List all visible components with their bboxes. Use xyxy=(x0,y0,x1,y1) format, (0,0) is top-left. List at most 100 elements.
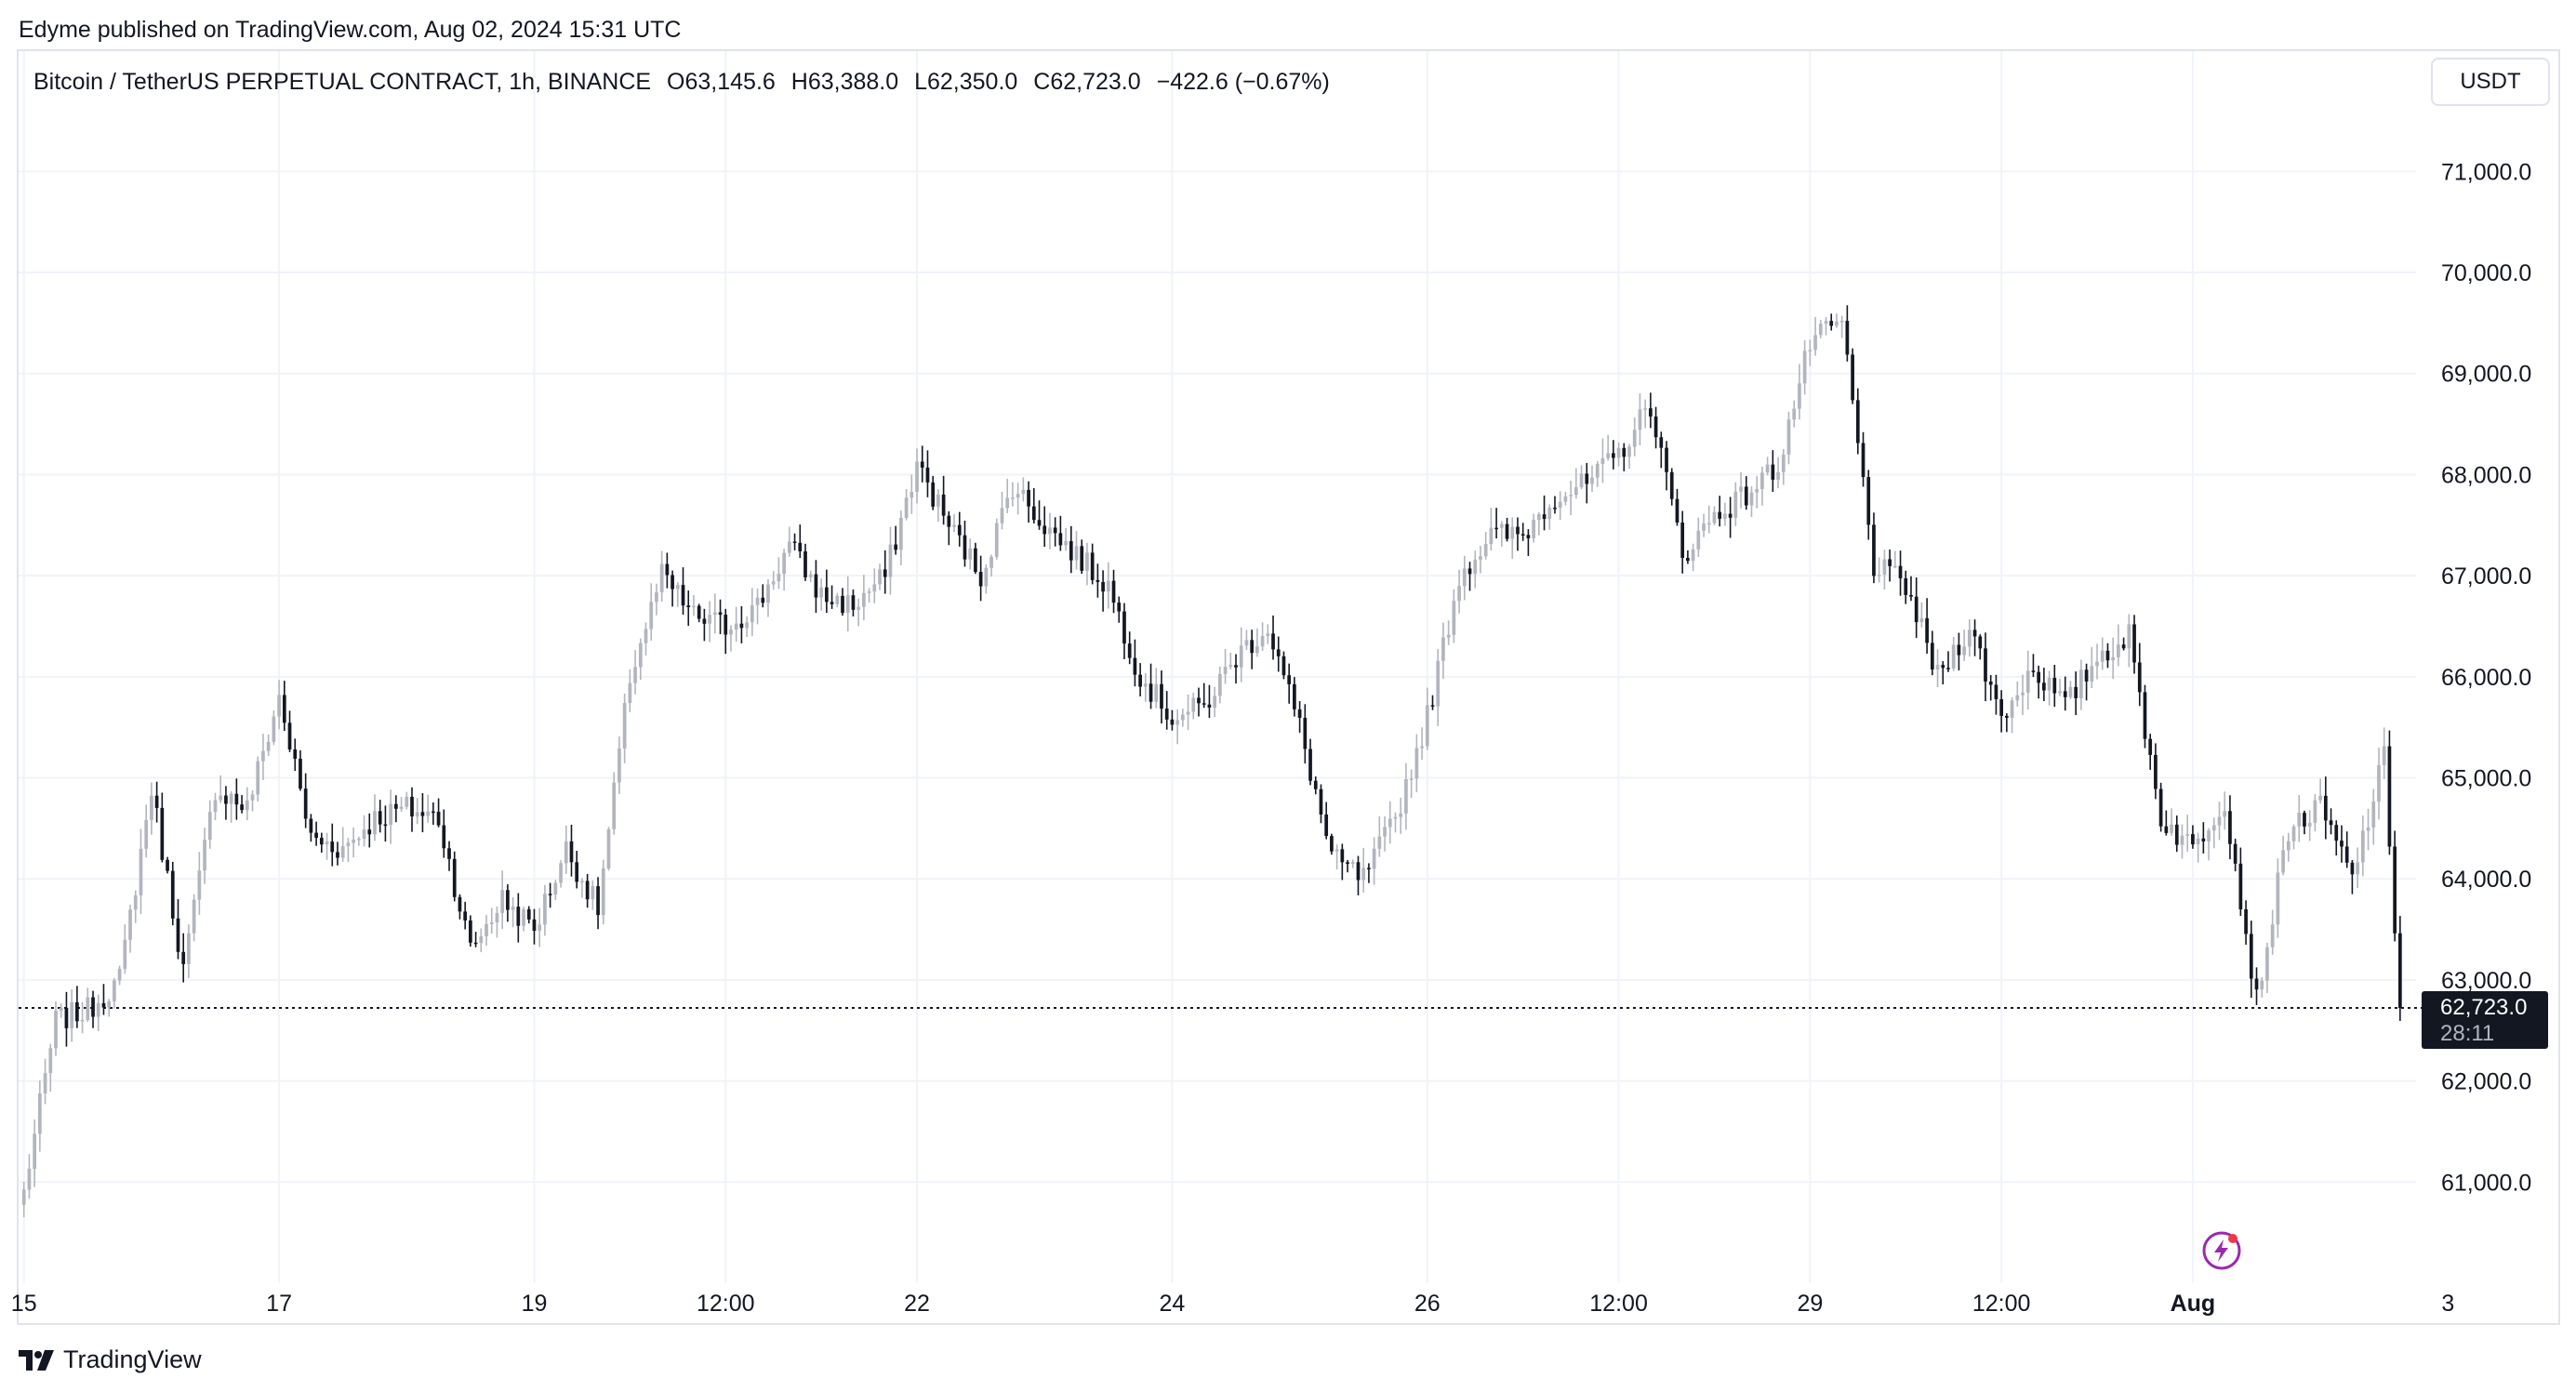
footer-logo[interactable]: TradingView xyxy=(19,1345,202,1374)
candle xyxy=(1016,483,1020,515)
candle xyxy=(495,906,499,938)
candle xyxy=(319,832,324,853)
candle xyxy=(1393,812,1398,833)
candle xyxy=(947,510,951,546)
candle xyxy=(1404,762,1408,830)
time-axis[interactable]: 15 17 19 12:00 22 24 26 12:00 29 12:00 Aug 3 xyxy=(11,1291,2454,1317)
bar-countdown-timer: 28:11 xyxy=(2440,1021,2495,1046)
time-tick-label: 26 xyxy=(1414,1291,1441,1317)
candle xyxy=(1095,563,1100,598)
candle xyxy=(655,583,658,616)
candle xyxy=(2371,788,2376,845)
candle xyxy=(86,987,90,1023)
candle xyxy=(123,924,127,974)
candle xyxy=(2238,847,2243,917)
candle xyxy=(38,1080,42,1152)
candle xyxy=(2217,801,2222,841)
candle xyxy=(2090,646,2094,689)
candle xyxy=(479,928,484,953)
candle xyxy=(1665,441,1668,491)
candle xyxy=(101,984,106,1015)
candle xyxy=(591,880,595,910)
candle xyxy=(113,978,116,1009)
candle xyxy=(405,791,409,810)
candle xyxy=(80,1001,85,1034)
chart-frame[interactable] xyxy=(17,49,2560,1325)
candle xyxy=(1659,431,1664,469)
candle xyxy=(601,859,605,925)
candle xyxy=(340,827,345,862)
candle xyxy=(1505,517,1509,542)
candle xyxy=(2281,835,2285,876)
candle xyxy=(1866,470,1871,540)
price-tick-label: 61,000.0 xyxy=(2441,1170,2531,1196)
candle xyxy=(1164,691,1169,730)
candle xyxy=(1951,637,1956,671)
candles xyxy=(21,305,2402,1217)
candle xyxy=(1005,478,1010,513)
candle xyxy=(1319,784,1323,824)
candle xyxy=(2170,808,2173,836)
candle xyxy=(702,608,707,642)
candle xyxy=(48,1043,53,1092)
candle xyxy=(1941,661,1945,685)
candle xyxy=(2334,820,2339,856)
candle xyxy=(675,582,680,607)
candle xyxy=(671,570,674,607)
candle xyxy=(256,756,260,801)
candle xyxy=(1160,670,1163,724)
candle xyxy=(2270,909,2275,955)
candle xyxy=(994,518,999,560)
candle xyxy=(2025,650,2030,710)
candle xyxy=(144,804,149,858)
candle xyxy=(2132,615,2136,674)
candle xyxy=(1877,557,1881,583)
candle xyxy=(1680,510,1685,574)
candle xyxy=(526,906,531,924)
time-tick-label: 12:00 xyxy=(1972,1291,2031,1317)
candle xyxy=(1143,672,1148,702)
candle xyxy=(963,520,967,567)
candle xyxy=(596,877,600,930)
candle xyxy=(2387,730,2392,855)
candle xyxy=(1276,636,1281,672)
candle xyxy=(1526,529,1531,556)
candle xyxy=(814,560,818,613)
candle xyxy=(1053,517,1057,547)
candle xyxy=(415,798,419,825)
candle xyxy=(1935,649,1940,687)
lightning-alert-icon[interactable] xyxy=(2201,1230,2242,1271)
candle xyxy=(835,592,840,608)
candle xyxy=(117,965,122,986)
candle xyxy=(1861,431,1866,487)
candle xyxy=(128,904,132,953)
candle xyxy=(2223,791,2227,830)
candle xyxy=(1595,460,1600,487)
candle xyxy=(1281,651,1286,680)
candle xyxy=(1919,602,1924,628)
currency-button[interactable]: USDT xyxy=(2431,58,2550,106)
candle xyxy=(1031,488,1036,524)
candle xyxy=(2244,900,2248,945)
candle xyxy=(367,813,372,848)
candle xyxy=(1988,675,1993,701)
candle xyxy=(888,526,893,595)
candle xyxy=(692,595,696,616)
candle xyxy=(166,856,169,874)
candle xyxy=(2004,713,2009,733)
candle xyxy=(1606,434,1610,461)
candle xyxy=(325,832,329,860)
candle xyxy=(1760,466,1764,506)
candle xyxy=(1972,619,1977,656)
candle xyxy=(43,1058,47,1105)
candle xyxy=(463,901,468,930)
price-axis[interactable]: 61,000.0 62,000.0 63,000.0 64,000.0 65,000.0… xyxy=(2441,159,2531,1196)
candle xyxy=(1798,364,1801,420)
candle xyxy=(729,625,733,652)
candle xyxy=(1622,443,1627,471)
candle xyxy=(974,542,977,575)
legend-symbol[interactable]: Bitcoin / TetherUS PERPETUAL CONTRACT, 1… xyxy=(33,69,652,95)
candle xyxy=(1425,687,1429,750)
candle xyxy=(203,828,206,884)
